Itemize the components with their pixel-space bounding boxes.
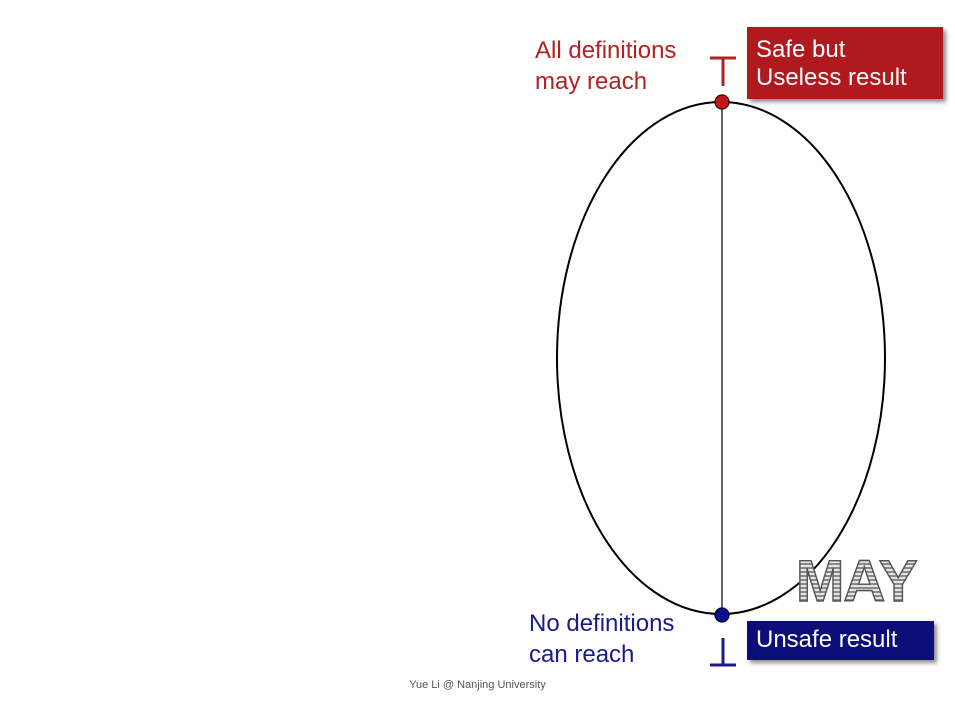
bottom-description: No definitions can reach (529, 608, 674, 670)
top-description: All definitions may reach (535, 35, 676, 97)
bottom-result-box: Unsafe result (747, 621, 934, 660)
may-badge: MAY (795, 549, 918, 614)
bottom-node (714, 607, 730, 623)
bottom-result-text: Unsafe result (756, 626, 898, 653)
top-description-line-1: All definitions (535, 37, 677, 64)
top-node (714, 94, 730, 110)
top-result-line-2: Useless result (756, 64, 907, 91)
bottom-description-line-1: No definitions (529, 610, 675, 637)
top-symbol-icon (710, 56, 736, 86)
footer-credit: Yue Li @ Nanjing University (409, 679, 546, 691)
lattice-ellipse (556, 101, 886, 615)
top-description-line-2: may reach (535, 68, 648, 95)
top-result-line-1: Safe but (756, 36, 846, 63)
top-result-box: Safe but Useless result (747, 27, 943, 99)
bottom-symbol-icon (710, 638, 736, 667)
bottom-description-line-2: can reach (529, 641, 635, 668)
